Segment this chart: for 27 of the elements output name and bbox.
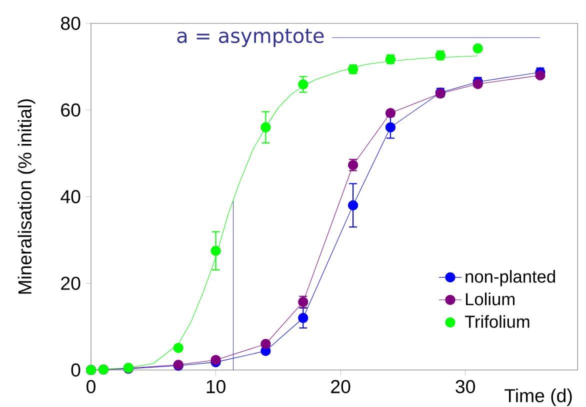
- point: [260, 122, 271, 132]
- point: [298, 312, 308, 324]
- point: [210, 246, 221, 256]
- x-axis-title: Time (d): [504, 388, 572, 406]
- x-tick-label: 20: [331, 380, 350, 394]
- x-tick-label: 0: [86, 380, 96, 394]
- legend-label: Trifolium: [464, 315, 530, 328]
- point: [535, 70, 546, 80]
- legend-label: Lolium: [466, 292, 514, 306]
- y-tick-label: 0: [71, 363, 80, 377]
- point: [472, 43, 483, 54]
- x-tick-label: 30: [456, 380, 476, 394]
- point: [210, 354, 221, 366]
- y-axis-title: Mineralisation (% initial): [18, 99, 36, 294]
- point: [298, 79, 308, 90]
- point: [385, 108, 396, 118]
- y-tick-label: 80: [61, 16, 80, 30]
- point: [173, 342, 184, 353]
- x-tick-label: 10: [206, 380, 226, 394]
- point: [260, 338, 271, 350]
- legend-label: non-planted: [466, 270, 555, 286]
- point: [385, 122, 396, 132]
- y-tick-label: 20: [61, 276, 80, 290]
- y-tick-label: 40: [60, 190, 80, 204]
- point: [348, 200, 358, 210]
- annotation: a = asymptote: [177, 28, 324, 47]
- y-tick-label: 60: [61, 103, 80, 117]
